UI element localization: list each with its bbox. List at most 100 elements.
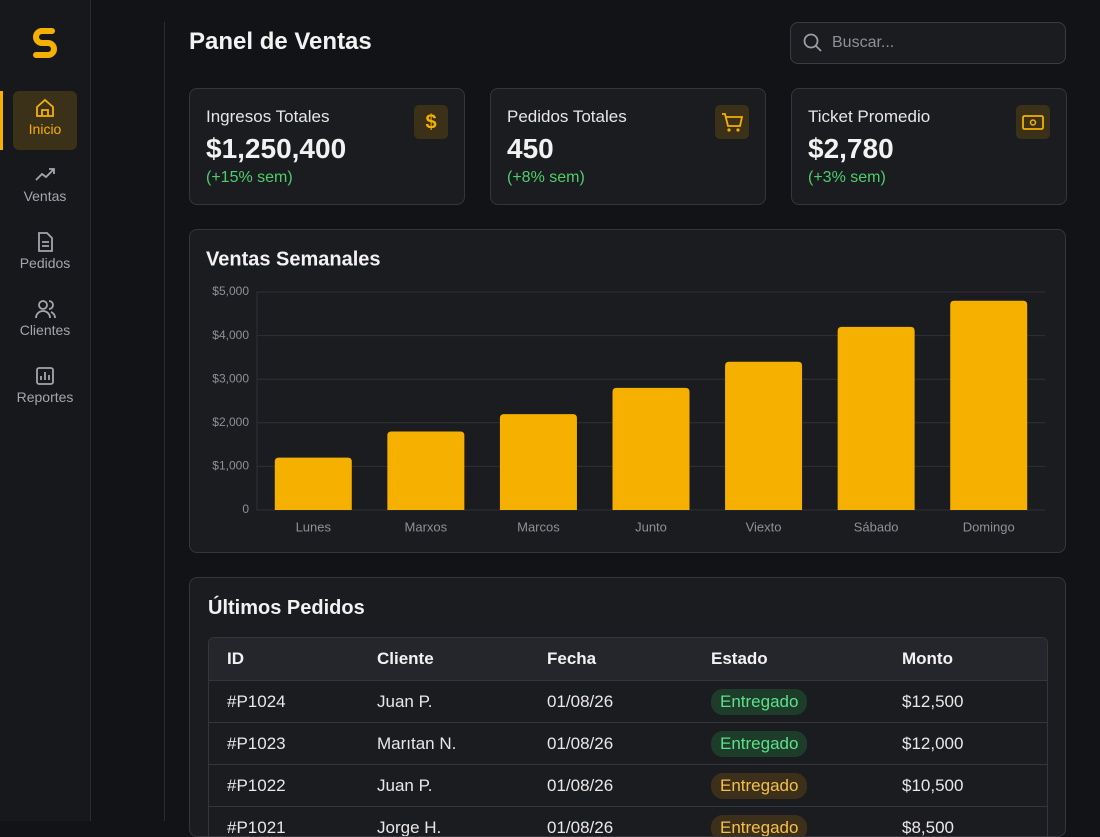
table-cell: #P1023 bbox=[209, 723, 359, 765]
y-tick-label: $4,000 bbox=[212, 328, 249, 342]
card-icon bbox=[715, 105, 749, 139]
chart-title: Ventas Semanales bbox=[206, 248, 381, 270]
table-cell: 01/08/26 bbox=[529, 807, 693, 837]
table-cell: $8,500 bbox=[884, 807, 1047, 837]
table-cell: 01/08/26 bbox=[529, 681, 693, 723]
table-cell: $12,000 bbox=[884, 723, 1047, 765]
nav-label: Reportes bbox=[13, 389, 77, 405]
x-tick-label: Viexto bbox=[746, 519, 782, 534]
table-cell: $10,500 bbox=[884, 765, 1047, 807]
bar bbox=[613, 388, 690, 510]
table-cell: 01/08/26 bbox=[529, 765, 693, 807]
page-title: Panel de Ventas bbox=[189, 28, 372, 56]
search-icon bbox=[803, 33, 823, 53]
status-badge: Entregado bbox=[711, 689, 807, 715]
card-icon: $ bbox=[414, 105, 448, 139]
card-icon-glyph: $ bbox=[414, 105, 448, 139]
column-header: Fecha bbox=[529, 638, 693, 681]
bar bbox=[950, 301, 1027, 510]
nav-icon bbox=[34, 298, 56, 320]
card-icon-glyph bbox=[1016, 105, 1050, 139]
card-icon-glyph bbox=[715, 105, 749, 139]
table-cell: Jorge H. bbox=[359, 807, 529, 837]
table-cell: Entregado bbox=[693, 681, 884, 723]
table-cell: Entregado bbox=[693, 723, 884, 765]
card-label: Ingresos Totales bbox=[206, 107, 329, 127]
card-label: Ticket Promedio bbox=[808, 107, 930, 127]
x-tick-label: Junto bbox=[635, 519, 667, 534]
table-cell: Marıtan N. bbox=[359, 723, 529, 765]
y-tick-label: $3,000 bbox=[212, 371, 249, 385]
y-tick-label: 0 bbox=[242, 502, 249, 516]
nav-label: Pedidos bbox=[13, 255, 77, 271]
table-cell: Entregado bbox=[693, 765, 884, 807]
bar bbox=[725, 362, 802, 510]
nav-item[interactable]: Reportes bbox=[13, 359, 77, 418]
nav-icon bbox=[34, 164, 56, 186]
logo bbox=[30, 26, 60, 60]
nav-icon bbox=[34, 97, 56, 119]
card-change: (+8% sem) bbox=[507, 169, 585, 187]
x-tick-label: Marxos bbox=[405, 519, 448, 534]
column-header: Estado bbox=[693, 638, 884, 681]
search-box[interactable]: Buscar... bbox=[790, 22, 1066, 64]
column-header: Monto bbox=[884, 638, 1047, 681]
status-badge: Entregado bbox=[711, 773, 807, 799]
table-cell: Juan P. bbox=[359, 765, 529, 807]
nav-label: Inicio bbox=[13, 121, 77, 137]
bar bbox=[500, 414, 577, 510]
bar bbox=[838, 327, 915, 510]
card-change: (+15% sem) bbox=[206, 169, 293, 187]
y-tick-label: $1,000 bbox=[212, 459, 249, 473]
nav-icon bbox=[34, 365, 56, 387]
table-cell: #P1021 bbox=[209, 807, 359, 837]
table-cell: $12,500 bbox=[884, 681, 1047, 723]
chart-panel: Ventas Semanales 0 $1,000 $2,000 $3,000 $4,0… bbox=[189, 229, 1066, 553]
stat-card: Ticket Promedio $2,780 (+3% sem) bbox=[791, 88, 1067, 205]
search-placeholder: Buscar... bbox=[832, 34, 894, 52]
chart: Ventas Semanales 0 $1,000 $2,000 $3,000 $4,0… bbox=[190, 230, 1065, 552]
x-tick-label: Lunes bbox=[296, 519, 332, 534]
card-value: $1,250,400 bbox=[206, 133, 346, 165]
column-header: Cliente bbox=[359, 638, 529, 681]
y-tick-label: $2,000 bbox=[212, 415, 249, 429]
bar bbox=[387, 432, 464, 510]
nav-item[interactable]: Inicio bbox=[13, 91, 77, 150]
nav-label: Ventas bbox=[13, 188, 77, 204]
bar bbox=[275, 458, 352, 510]
sidebar: Inicio Ventas Pedidos Clientes Reportes bbox=[0, 0, 91, 821]
nav-label: Clientes bbox=[13, 322, 77, 338]
nav-icon bbox=[34, 231, 56, 253]
table-cell: 01/08/26 bbox=[529, 723, 693, 765]
nav-item[interactable]: Clientes bbox=[13, 292, 77, 351]
table-cell: #P1024 bbox=[209, 681, 359, 723]
x-tick-label: Marcos bbox=[517, 519, 560, 534]
card-value: $2,780 bbox=[808, 133, 894, 165]
x-tick-label: Domingo bbox=[963, 519, 1015, 534]
card-change: (+3% sem) bbox=[808, 169, 886, 187]
y-tick-label: $5,000 bbox=[212, 284, 249, 298]
status-badge: Entregado bbox=[711, 815, 807, 837]
column-header: ID bbox=[209, 638, 359, 681]
stat-card: Ingresos Totales $1,250,400 (+15% sem) $ bbox=[189, 88, 465, 205]
nav-item[interactable]: Pedidos bbox=[13, 225, 77, 284]
x-tick-label: Sábado bbox=[854, 519, 899, 534]
svg-text:$: $ bbox=[425, 111, 436, 133]
table-cell: #P1022 bbox=[209, 765, 359, 807]
status-badge: Entregado bbox=[711, 731, 807, 757]
table-title: Últimos Pedidos bbox=[208, 597, 365, 620]
table-cell: Juan P. bbox=[359, 681, 529, 723]
card-icon bbox=[1016, 105, 1050, 139]
card-label: Pedidos Totales bbox=[507, 107, 627, 127]
nav-item[interactable]: Ventas bbox=[13, 158, 77, 217]
